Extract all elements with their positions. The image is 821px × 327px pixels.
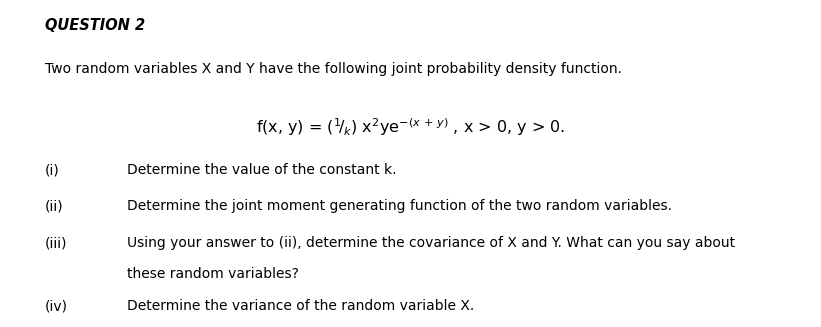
Text: these random variables?: these random variables?	[127, 267, 299, 281]
Text: QUESTION 2: QUESTION 2	[45, 18, 145, 33]
Text: (i): (i)	[45, 164, 60, 178]
Text: Determine the joint moment generating function of the two random variables.: Determine the joint moment generating fu…	[127, 199, 672, 214]
Text: (ii): (ii)	[45, 199, 64, 214]
Text: f(x, y) = ($^1\!/_k$) x$^2$ye$^{-(x\,+\,y)}$ , x > 0, y > 0.: f(x, y) = ($^1\!/_k$) x$^2$ye$^{-(x\,+\,…	[256, 116, 565, 138]
Text: Determine the variance of the random variable X.: Determine the variance of the random var…	[127, 299, 475, 313]
Text: (iii): (iii)	[45, 236, 67, 250]
Text: Two random variables X and Y have the following joint probability density functi: Two random variables X and Y have the fo…	[45, 62, 622, 76]
Text: (iv): (iv)	[45, 299, 68, 313]
Text: Determine the value of the constant k.: Determine the value of the constant k.	[127, 164, 397, 178]
Text: Using your answer to (ii), determine the covariance of X and Y. What can you say: Using your answer to (ii), determine the…	[127, 236, 736, 250]
